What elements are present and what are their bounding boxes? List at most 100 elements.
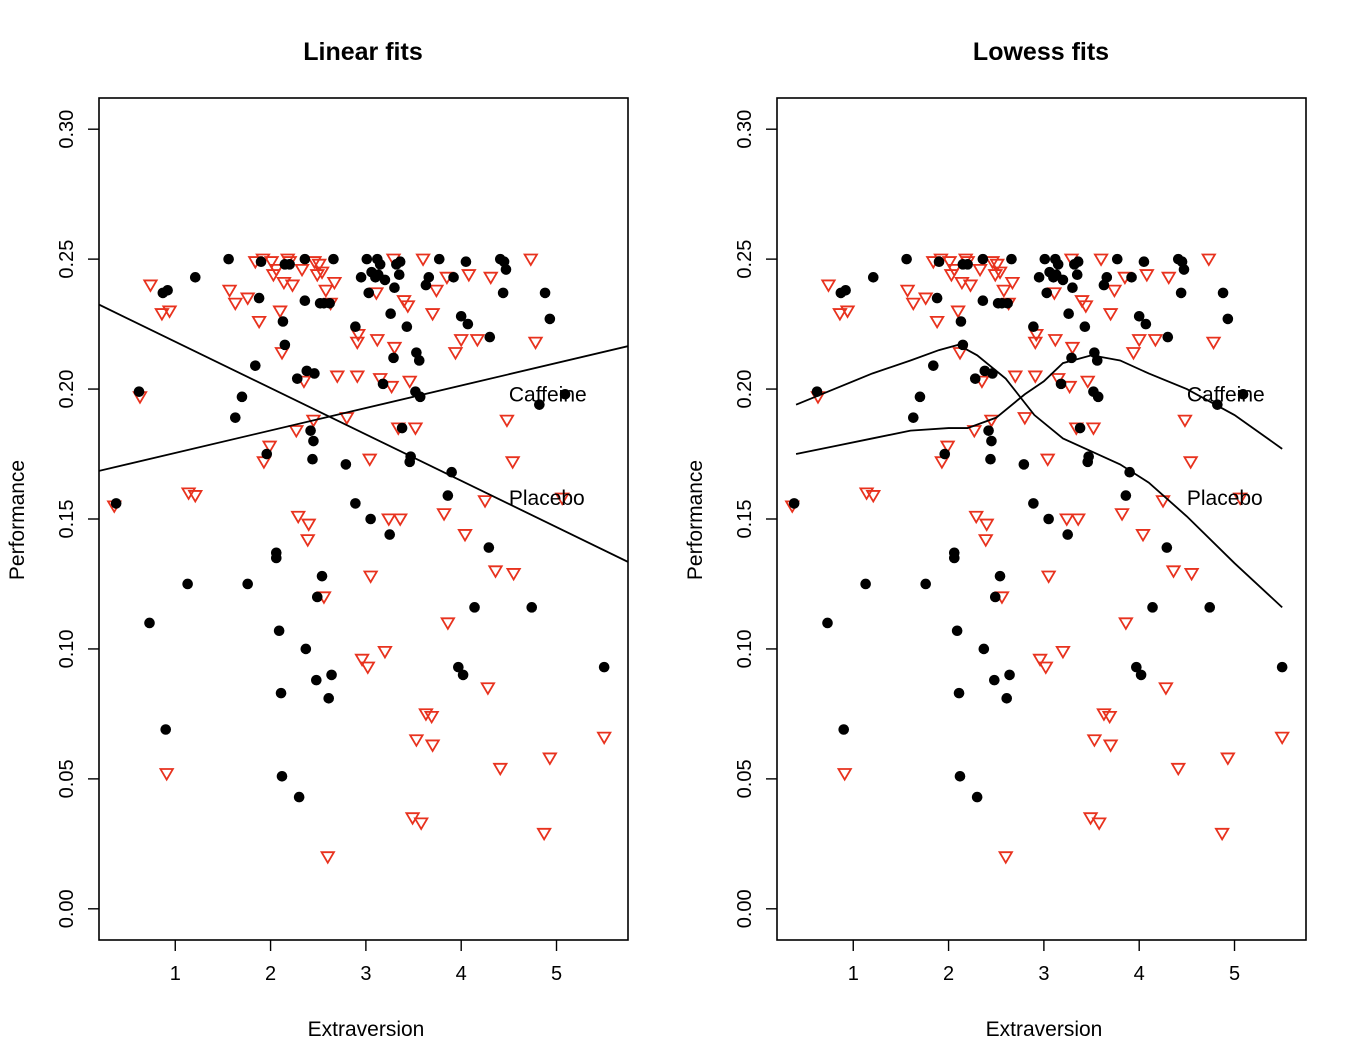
caffeine-label: Caffeine — [509, 383, 587, 406]
caffeine-point — [500, 264, 512, 275]
placebo-point — [504, 456, 521, 470]
y-tick-label: 0.15 — [56, 500, 78, 539]
caffeine-point — [389, 282, 400, 294]
x-tick-label: 4 — [456, 963, 467, 985]
caffeine-point — [423, 272, 435, 283]
caffeine-point — [957, 339, 969, 351]
placebo-point — [319, 851, 336, 865]
caffeine-point — [365, 513, 376, 525]
caffeine-point — [291, 373, 303, 384]
caffeine-point — [401, 321, 413, 332]
placebo-point — [1086, 734, 1103, 748]
lowess-fits-panel: Lowess fits 1 2 3 4 5 0.00 0.05 0.10 0.15 0.20 0.2… — [684, 38, 1307, 1041]
x-tick-label: 5 — [1229, 963, 1240, 985]
placebo-label: Placebo — [1187, 487, 1263, 510]
placebo-point — [1147, 334, 1164, 348]
placebo-point — [1078, 300, 1094, 314]
y-tick-label: 0.20 — [56, 370, 78, 409]
placebo-point — [1205, 336, 1222, 350]
caffeine-point — [311, 674, 322, 686]
caffeine-point — [255, 256, 267, 268]
placebo-point — [311, 258, 327, 272]
placebo-point — [436, 508, 452, 522]
caffeine-point — [822, 617, 833, 629]
placebo-point — [1125, 347, 1142, 361]
placebo-point — [221, 284, 238, 298]
placebo-point — [527, 336, 544, 350]
placebo-point — [392, 513, 408, 527]
caffeine-point — [250, 360, 261, 371]
placebo-point — [361, 453, 378, 467]
y-tick-label: 0.10 — [56, 629, 78, 668]
placebo-point — [1004, 276, 1021, 291]
caffeine-point — [385, 308, 396, 319]
caffeine-point — [236, 391, 248, 403]
placebo-point — [1170, 762, 1187, 777]
caffeine-point — [1111, 253, 1123, 265]
placebo-point — [984, 256, 1001, 270]
caffeine-point — [299, 253, 311, 265]
x-axis-label: Extraversion — [986, 1018, 1103, 1041]
placebo-point — [1027, 370, 1044, 384]
caffeine-point — [1039, 253, 1051, 265]
caffeine-point — [379, 274, 391, 286]
placebo-point — [408, 734, 425, 748]
placebo-point — [424, 739, 441, 753]
x-tick-label: 3 — [360, 963, 371, 985]
caffeine-point — [1083, 451, 1094, 462]
linear-fits-panel: Linear fits 1 2 3 4 5 0.00 0.05 0.10 0.15 0.20 0.2… — [6, 38, 629, 1041]
caffeine-point — [1135, 669, 1147, 681]
placebo-point — [1101, 710, 1118, 725]
placebo-point — [1017, 412, 1033, 426]
placebo-point — [453, 334, 469, 348]
placebo-point — [158, 768, 175, 782]
placebo-point — [480, 682, 496, 696]
placebo-point — [997, 851, 1014, 865]
caffeine-point — [323, 693, 335, 704]
caffeine-point — [788, 498, 800, 509]
placebo-point — [161, 305, 178, 319]
placebo-point — [1102, 308, 1119, 322]
placebo-point — [1085, 422, 1102, 436]
placebo-point — [941, 256, 958, 270]
y-tick-label: 0.00 — [734, 889, 756, 928]
caffeine-point — [860, 578, 871, 590]
placebo-point — [457, 529, 473, 543]
placebo-point — [978, 518, 995, 532]
placebo-point — [820, 279, 837, 293]
caffeine-point — [279, 339, 291, 351]
caffeine-point — [969, 373, 981, 384]
caffeine-point — [1043, 513, 1054, 525]
caffeine-point — [363, 287, 375, 299]
caffeine-point — [307, 453, 318, 465]
caffeine-point — [1092, 391, 1104, 403]
placebo-point — [1201, 253, 1217, 267]
caffeine-point — [539, 287, 551, 299]
y-tick-label: 0.25 — [734, 240, 756, 279]
caffeine-point — [242, 578, 253, 590]
placebo-point — [505, 568, 522, 582]
placebo-point — [1232, 492, 1249, 506]
plot-area: 1 2 3 4 5 0.00 0.05 0.10 0.15 0.20 0.25 0.30 Caffein… — [56, 97, 629, 985]
caffeine-point — [396, 422, 408, 434]
caffeine-point — [1028, 498, 1039, 509]
caffeine-point — [1101, 272, 1113, 283]
caffeine-point — [986, 435, 997, 447]
caffeine-point — [1079, 321, 1091, 332]
caffeine-point — [308, 435, 319, 447]
placebo-point — [306, 256, 323, 270]
placebo-point — [154, 308, 170, 322]
y-tick-label: 0.30 — [734, 110, 756, 149]
placebo-point — [142, 279, 159, 293]
placebo-point — [1182, 456, 1199, 470]
caffeine-point — [328, 253, 339, 265]
caffeine-point — [1004, 669, 1015, 681]
caffeine-point — [189, 272, 201, 283]
placebo-point — [865, 490, 882, 504]
caffeine-point — [1131, 661, 1142, 673]
caffeine-point — [223, 253, 234, 265]
placebo-fit-line — [795, 343, 1283, 609]
placebo-point — [899, 284, 916, 298]
caffeine-point — [920, 578, 931, 590]
placebo-point — [294, 263, 310, 278]
